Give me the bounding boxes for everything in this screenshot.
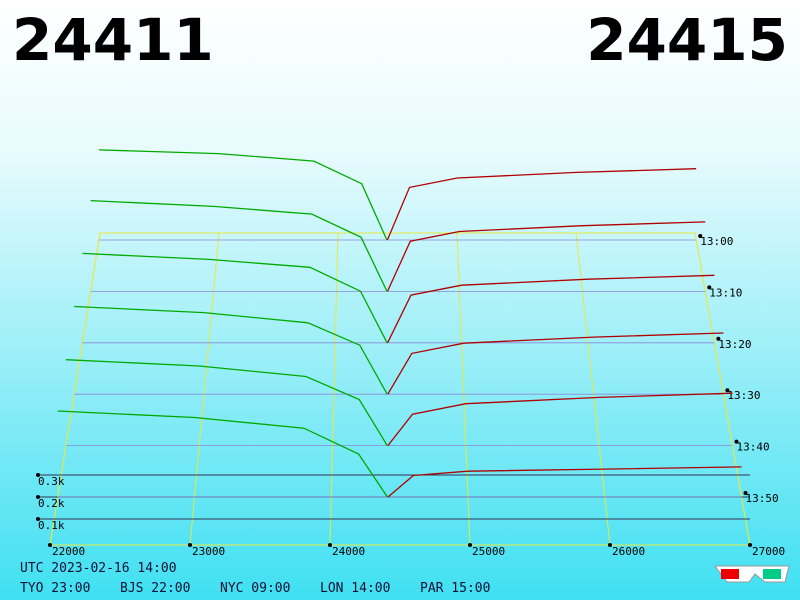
x-tick-label: 22000 <box>52 545 85 558</box>
time-label: 13:10 <box>709 286 742 299</box>
time-tick <box>698 234 703 238</box>
ask-depth-line <box>387 392 733 447</box>
x-tick-label: 26000 <box>612 545 645 558</box>
grid-line <box>49 232 101 546</box>
x-tick-label: 23000 <box>192 545 225 558</box>
tick-mark <box>48 543 52 547</box>
time-tick <box>725 388 730 393</box>
z-tick-label: 0.3k <box>38 475 65 488</box>
grid-line <box>575 232 611 546</box>
time-tick <box>707 285 712 290</box>
footer-zone: PAR 15:00 <box>420 581 490 596</box>
bid-depth-line <box>65 359 388 446</box>
tick-mark <box>36 517 40 521</box>
ask-depth-line <box>386 221 706 292</box>
footer-utc: UTC 2023-02-16 14:00 <box>20 561 177 576</box>
tick-mark <box>36 473 40 477</box>
z-tick-label: 0.1k <box>38 519 65 532</box>
tick-mark <box>748 543 752 547</box>
bid-depth-line <box>57 410 388 498</box>
x-tick-label: 27000 <box>752 545 785 558</box>
tick-mark <box>328 543 332 547</box>
time-tick <box>734 439 739 444</box>
bid-depth-line <box>90 199 388 292</box>
tick-mark <box>468 543 472 547</box>
ask-depth-line <box>387 466 742 498</box>
grid-line <box>694 232 751 546</box>
ask-depth-line <box>387 274 715 344</box>
time-label: 13:30 <box>727 389 760 402</box>
x-tick-label: 25000 <box>472 545 505 558</box>
tick-mark <box>36 495 40 499</box>
time-label: 13:20 <box>718 338 751 351</box>
best-bid: 24411 <box>12 6 214 74</box>
time-label: 13:50 <box>746 492 779 505</box>
footer-zone: BJS 22:00 <box>120 581 190 596</box>
ask-depth-line <box>386 168 697 241</box>
bid-depth-line <box>74 305 388 395</box>
footer-zone: TYO 23:00 <box>20 581 90 596</box>
time-tick <box>716 336 721 341</box>
ask-depth-line <box>387 332 724 395</box>
grid-line <box>456 232 471 546</box>
bid-depth-line <box>82 252 388 344</box>
glasses-icon <box>714 565 790 583</box>
z-tick-label: 0.2k <box>38 497 65 510</box>
footer-zone: NYC 09:00 <box>220 581 290 596</box>
x-tick-label: 24000 <box>332 545 365 558</box>
bid-depth-line <box>98 149 388 241</box>
grid-line <box>189 232 220 546</box>
tick-mark <box>188 543 192 547</box>
time-label: 13:00 <box>700 235 733 248</box>
time-label: 13:40 <box>736 441 769 454</box>
best-ask: 24415 <box>586 6 788 74</box>
tick-mark <box>608 543 612 547</box>
footer-zone: LON 14:00 <box>320 581 390 596</box>
time-tick <box>743 491 748 495</box>
